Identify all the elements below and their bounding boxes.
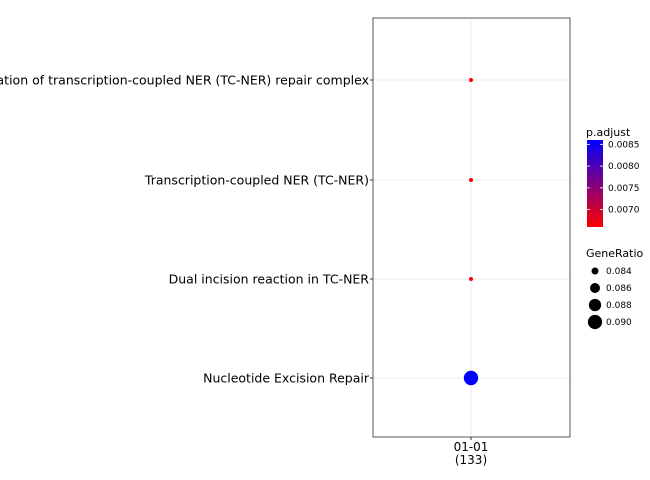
size-legend-title: GeneRatio — [586, 247, 644, 260]
color-legend-label: 0.0080 — [608, 162, 640, 172]
x-axis-labels: 01-01 (133) — [454, 437, 489, 467]
y-tick-label: Formation of transcription-coupled NER (… — [0, 73, 369, 88]
data-point — [469, 277, 473, 281]
size-legend-key — [588, 298, 602, 312]
size-legend-key — [591, 267, 599, 275]
size-legend-label: 0.084 — [606, 267, 632, 277]
data-point — [469, 78, 473, 82]
plot-area — [372, 17, 571, 438]
color-legend-bar — [587, 140, 603, 227]
color-legend-title: p.adjust — [586, 126, 631, 139]
y-tick-label: Nucleotide Excision Repair — [203, 371, 370, 386]
x-tick-label: 01-01 (133) — [454, 440, 489, 467]
size-legend-key — [587, 314, 603, 330]
color-legend-label: 0.0070 — [608, 206, 640, 216]
y-tick-label: Dual incision reaction in TC-NER — [169, 272, 370, 287]
color-legend-label: 0.0075 — [608, 184, 640, 194]
size-legend-key — [590, 283, 600, 293]
color-legend-label: 0.0085 — [608, 140, 640, 150]
size-legend-label: 0.086 — [606, 284, 632, 294]
size-legend-label: 0.088 — [606, 301, 632, 311]
data-point — [463, 370, 479, 386]
data-point — [469, 178, 473, 182]
size-legend-label: 0.090 — [606, 318, 632, 328]
y-tick-label: Transcription-coupled NER (TC-NER) — [144, 173, 369, 188]
panel-background — [373, 18, 570, 437]
y-axis-labels: Formation of transcription-coupled NER (… — [0, 73, 373, 386]
